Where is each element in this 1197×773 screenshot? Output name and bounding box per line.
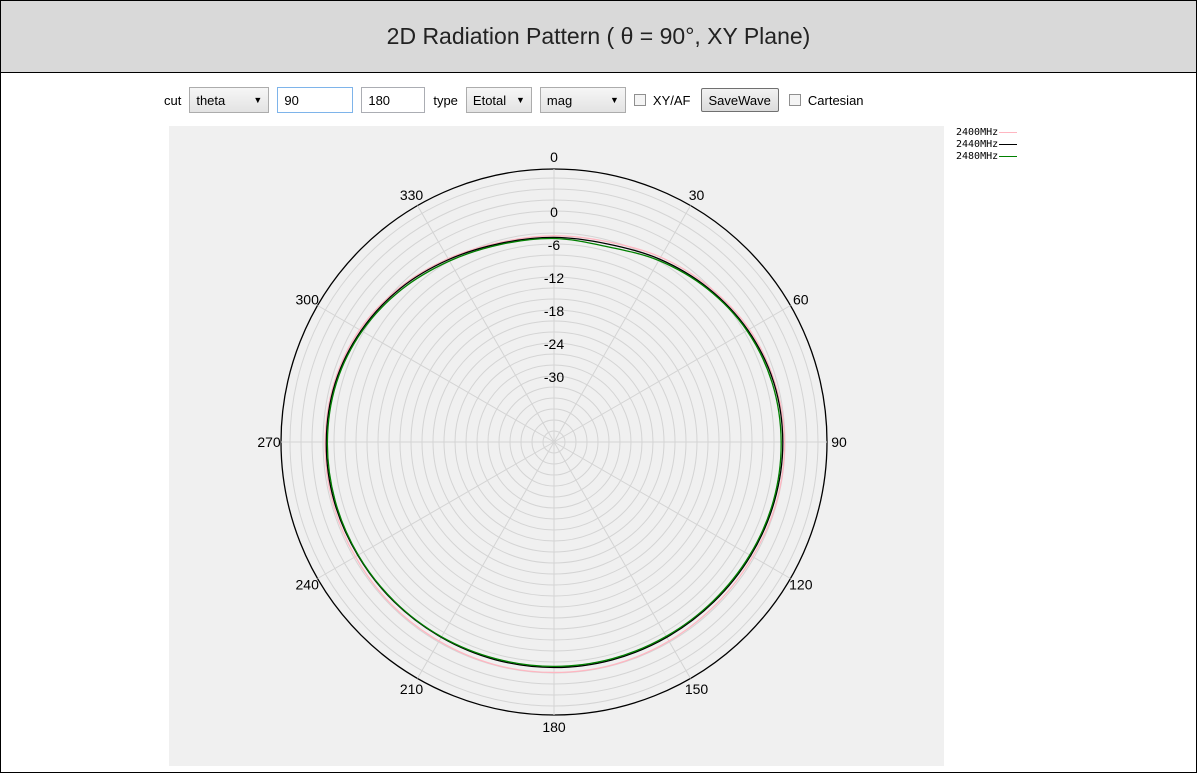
angle-tick-label: 0 [550,149,558,165]
angle-tick-label: 270 [257,434,281,450]
legend-label: 2440MHz [956,138,999,150]
checkbox-icon [633,94,646,106]
angle-tick-label: 30 [689,187,705,203]
savewave-button[interactable]: SaveWave [700,88,779,112]
angle-tick-label: 150 [685,681,709,697]
legend: 2400MHz 2440MHz 2480MHz [956,126,1018,162]
radial-tick-label: -30 [544,369,564,385]
legend-item: 2480MHz [956,150,1018,162]
series-line-2400MHz [324,235,786,674]
angle-tick-label: 90 [831,434,847,450]
cut-select-value: theta [196,92,226,108]
polar-chart: 0 -6 -12 -18 -24 -30 0 30 60 90 120 150 180 210 240 270… [257,149,847,735]
xyaf-checkbox[interactable]: XY/AF [633,92,691,108]
legend-swatch [999,131,1018,133]
radial-tick-label: -6 [548,237,561,253]
radial-tick-label: -12 [544,270,564,286]
angle-tick-label: 180 [542,719,566,735]
cartesian-label: Cartesian [807,92,864,108]
angle-tick-label: 240 [296,577,320,593]
angle-tick-label: 210 [400,681,424,697]
mode-select-value: mag [546,92,573,108]
cut-value2-text: 180 [368,92,391,108]
cut-value2-input[interactable]: 180 [361,87,426,113]
radial-tick-label: -18 [544,303,564,319]
grid-spoke [317,441,555,579]
angle-tick-label: 60 [793,292,809,308]
grid-spoke [317,305,555,443]
checkbox-icon [788,94,801,106]
chevron-down-icon: ▼ [253,95,263,105]
chevron-down-icon: ▼ [610,95,619,105]
legend-item: 2400MHz [956,126,1018,138]
savewave-label: SaveWave [708,92,771,108]
legend-label: 2400MHz [956,126,999,138]
page-title: 2D Radiation Pattern ( θ = 90°, XY Plane… [1,1,1196,73]
type-select-value: Etotal [472,92,507,108]
legend-label: 2480MHz [956,150,999,162]
radial-tick-label: 0 [550,204,558,220]
angle-tick-label: 120 [789,577,813,593]
cut-label: cut [164,92,182,108]
cut-value1-input[interactable]: 90 [277,87,354,113]
grid-spoke [417,205,555,443]
cut-select[interactable]: theta ▼ [189,87,270,113]
angle-tick-label: 300 [296,292,320,308]
legend-swatch [999,155,1018,157]
title-text: 2D Radiation Pattern ( θ = 90°, XY Plane… [386,23,811,49]
legend-swatch [999,143,1018,145]
angle-tick-label: 330 [400,187,424,203]
grid-spoke [553,441,691,679]
cut-value1-text: 90 [284,92,299,108]
toolbar: cut theta ▼ 90 180 type Etotal ▼ mag ▼ X… [164,85,874,115]
xyaf-label: XY/AF [652,92,691,108]
radial-tick-label: -24 [544,336,564,352]
polar-plot-area: 0 -6 -12 -18 -24 -30 0 30 60 90 120 150 180 210 240 270… [169,126,944,766]
mode-select[interactable]: mag ▼ [539,87,626,113]
grid-spoke [553,305,791,443]
type-label: type [433,92,458,108]
legend-item: 2440MHz [956,138,1018,150]
chevron-down-icon: ▼ [516,95,525,105]
grid-spoke [553,205,691,443]
series-line-2440MHz [325,236,784,669]
series-line-2480MHz [326,237,782,668]
cartesian-checkbox[interactable]: Cartesian [788,92,864,108]
type-select[interactable]: Etotal ▼ [465,87,532,113]
grid-spoke [417,441,555,679]
